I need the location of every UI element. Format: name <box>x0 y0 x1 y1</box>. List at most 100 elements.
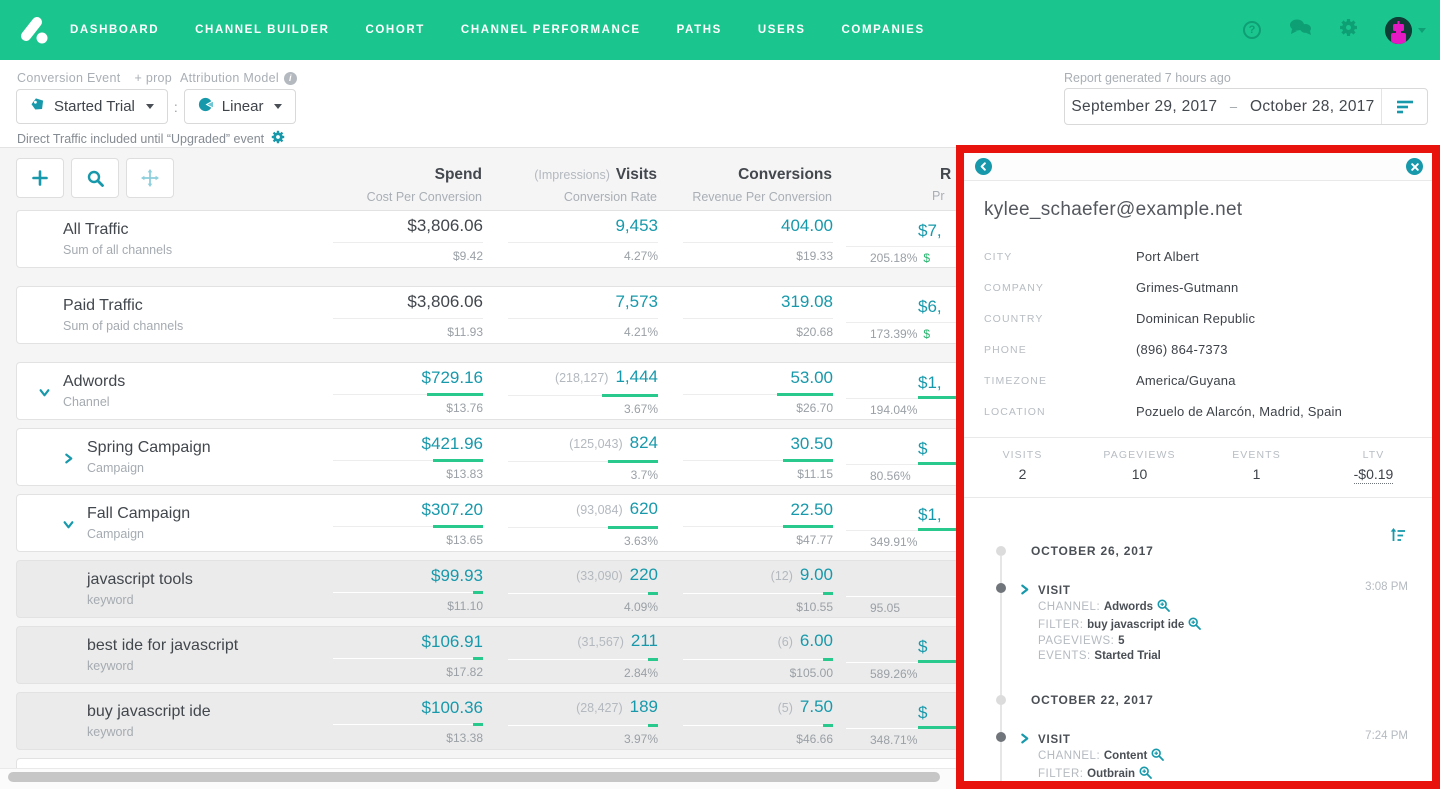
expand-chevron-icon[interactable] <box>1019 731 1030 749</box>
user-field-company: COMPANY Grimes-Gutmann <box>984 272 1412 303</box>
row-subtitle: Channel <box>63 395 110 409</box>
expand-chevron-icon[interactable] <box>63 451 74 464</box>
nav-item-companies[interactable]: COMPANIES <box>841 24 925 36</box>
zoom-in-icon[interactable] <box>1188 616 1202 635</box>
nav-item-paths[interactable]: PATHS <box>676 24 722 36</box>
header-conversions[interactable]: Conversions Revenue Per Conversion <box>692 166 832 204</box>
profit-percent: 173.39% <box>870 327 918 341</box>
filter-controls: Started Trial : Linear <box>16 89 297 124</box>
settings-gear-icon[interactable] <box>1339 18 1358 42</box>
collapse-chevron-icon[interactable] <box>39 385 50 397</box>
detail-value: buy javascript ide <box>1087 618 1185 631</box>
search-button[interactable] <box>71 158 119 198</box>
row-subtitle: Sum of paid channels <box>63 319 184 333</box>
cell-spend: $421.96 $13.83 <box>308 434 483 481</box>
contribution-bar <box>473 590 483 594</box>
zoom-in-icon[interactable] <box>1139 765 1152 782</box>
cell-visits: 7,573 4.21% <box>483 292 658 339</box>
collapse-chevron-icon[interactable] <box>63 517 74 529</box>
avatar[interactable] <box>1385 16 1412 44</box>
zoom-in-icon[interactable] <box>1151 748 1165 766</box>
profit-percent: 589.26% <box>870 667 918 681</box>
cell-subvalue: $47.77 <box>796 532 833 547</box>
cell-value: 30.50 <box>790 433 833 453</box>
nav-item-users[interactable]: USERS <box>757 24 806 36</box>
timeline-visit-dot <box>996 732 1006 742</box>
conversion-event-dropdown[interactable]: Started Trial <box>16 89 168 124</box>
cell-value: 7.50 <box>799 696 833 716</box>
row-title: Adwords <box>63 373 126 390</box>
add-channel-button[interactable] <box>16 158 64 198</box>
timeline-visit[interactable]: VISIT 7:24 PM CHANNEL: Content FILTER: Outb… <box>996 730 1432 782</box>
cell-subvalue: 4.09% <box>623 599 658 614</box>
cell-value: 824 <box>629 432 658 452</box>
attribution-model-value: Linear <box>221 98 264 115</box>
panel-body: kylee_schaefer@example.net CITY Port Albe… <box>964 181 1432 781</box>
cell-spend: $3,806.06 $9.42 <box>308 216 483 263</box>
cell-subvalue: 589.26% <box>870 667 917 681</box>
horizontal-scrollbar-thumb[interactable] <box>8 772 940 782</box>
date-range-picker[interactable]: September 29, 2017 – October 28, 2017 <box>1064 88 1428 125</box>
cell-value: 220 <box>629 564 658 584</box>
field-value: Port Albert <box>1136 249 1199 264</box>
cell-subvalue: $11.93 <box>447 324 483 339</box>
nav-item-channel-performance[interactable]: CHANNEL PERFORMANCE <box>460 24 641 36</box>
info-icon[interactable]: i <box>283 71 297 85</box>
row-name-cell: Spring Campaign Campaign <box>17 439 308 475</box>
table-toolbar <box>16 158 174 198</box>
cell-revenue: $6, 173.39% $ <box>833 286 1033 344</box>
filter-bar: Conversion Event + prop Attribution Model… <box>0 60 1440 148</box>
stat-label: LTV <box>1362 449 1385 461</box>
filter-separator: : <box>173 98 178 115</box>
contribution-bar <box>918 462 982 465</box>
cell-spend: $99.93 $11.10 <box>308 566 483 613</box>
header-spend[interactable]: Spend Cost Per Conversion <box>366 166 482 204</box>
visit-time: 3:08 PM <box>1365 581 1408 593</box>
attribution-model-dropdown[interactable]: Linear <box>183 89 297 124</box>
detail-value: 5 <box>1118 635 1125 647</box>
timeline-visit[interactable]: VISIT 3:08 PM CHANNEL: Adwords FILTER: buy … <box>996 581 1432 664</box>
nav-item-cohort[interactable]: COHORT <box>365 24 425 36</box>
note-gear-icon[interactable] <box>271 130 285 147</box>
user-field-timezone: TIMEZONE America/Guyana <box>984 365 1412 396</box>
cell-value: 211 <box>630 630 658 650</box>
header-visits[interactable]: (Impressions) Visits Conversion Rate <box>534 166 657 204</box>
help-icon[interactable]: ? <box>1243 21 1261 39</box>
cell-subvalue: 3.97% <box>623 731 658 746</box>
add-prop-link[interactable]: + prop <box>134 71 173 85</box>
cell-spend: $3,806.06 $11.93 <box>308 292 483 339</box>
cell-subvalue: 348.71% <box>870 733 917 747</box>
nav-item-dashboard[interactable]: DASHBOARD <box>70 24 160 36</box>
user-email: kylee_schaefer@example.net <box>984 199 1243 220</box>
reorder-move-button[interactable] <box>126 158 174 198</box>
date-filter-icon[interactable] <box>1381 89 1427 124</box>
expand-chevron-icon[interactable] <box>1019 582 1030 600</box>
nav-item-channel-builder[interactable]: CHANNEL BUILDER <box>195 24 330 36</box>
app-logo-icon[interactable] <box>12 8 56 52</box>
zoom-in-icon[interactable] <box>1157 599 1170 617</box>
cell-value: $7, <box>918 221 942 240</box>
sort-order-icon[interactable] <box>1390 528 1406 548</box>
cell-spend: $729.16 $13.76 <box>308 368 483 415</box>
cell-spend: $106.91 $17.82 <box>308 632 483 679</box>
chat-icon[interactable] <box>1288 18 1312 43</box>
profit-amount: $ <box>923 251 931 265</box>
close-icon[interactable] <box>1406 158 1423 175</box>
cell-value: 53.00 <box>790 367 833 387</box>
user-field-location: LOCATION Pozuelo de Alarcón, Madrid, Spai… <box>984 396 1412 427</box>
cell-revenue: $80.56% <box>833 428 1033 486</box>
cell-subvalue: $13.65 <box>446 532 483 547</box>
row-title: Paid Traffic <box>63 297 143 314</box>
table-header: Spend Cost Per Conversion (Impressions) V… <box>16 158 1414 212</box>
user-menu[interactable] <box>1385 16 1426 44</box>
visit-detail-events: EVENTS: Started Trial <box>1038 649 1432 664</box>
visit-detail-pageviews: PAGEVIEWS: 5 <box>1038 634 1432 649</box>
cell-revenue: $589.26% <box>833 626 1033 684</box>
cell-value: $3,806.06 <box>407 291 483 311</box>
user-stats: VISITS 2 PAGEVIEWS 10 EVENTS 1 LTV -$0.19 <box>964 438 1432 498</box>
contribution-bar <box>918 528 982 531</box>
cell-subvalue: $19.33 <box>796 248 833 263</box>
header-revenue[interactable]: R Pr <box>932 166 952 203</box>
cell-value: $100.36 <box>421 697 483 717</box>
back-button[interactable] <box>975 158 992 175</box>
